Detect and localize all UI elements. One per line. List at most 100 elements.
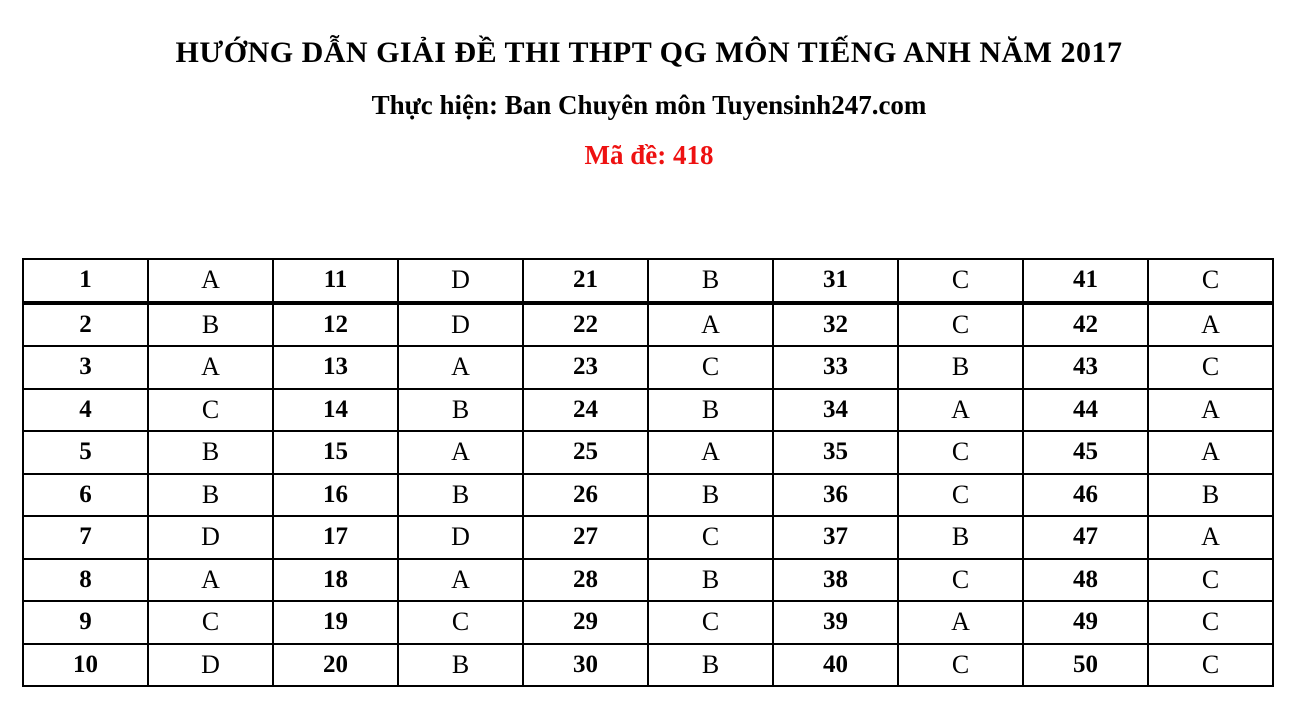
- answer-cell: A: [147, 258, 274, 305]
- answer-cell: A: [397, 430, 524, 475]
- answer-cell: B: [1147, 472, 1274, 517]
- answer-cell: B: [897, 515, 1024, 560]
- question-number-cell: 17: [272, 515, 399, 560]
- question-number-cell: 4: [22, 387, 149, 432]
- answer-cell: B: [647, 258, 774, 305]
- answer-cell: A: [1147, 387, 1274, 432]
- answer-cell: A: [397, 557, 524, 602]
- table-row: 7 D 17 D 27 C 37 B 47 A: [22, 515, 1274, 560]
- answer-cell: C: [897, 258, 1024, 305]
- answer-cell: C: [1147, 642, 1274, 687]
- question-number-cell: 22: [522, 301, 649, 347]
- question-number-cell: 26: [522, 472, 649, 517]
- answer-cell: B: [397, 472, 524, 517]
- answer-cell: C: [397, 600, 524, 645]
- question-number-cell: 49: [1022, 600, 1149, 645]
- answer-cell: B: [647, 557, 774, 602]
- question-number-cell: 48: [1022, 557, 1149, 602]
- question-number-cell: 3: [22, 345, 149, 390]
- page-title: HƯỚNG DẪN GIẢI ĐỀ THI THPT QG MÔN TIẾNG …: [175, 36, 1123, 69]
- question-number-cell: 40: [772, 642, 899, 687]
- answer-cell: A: [1147, 301, 1274, 347]
- answer-cell: D: [397, 301, 524, 347]
- question-number-cell: 35: [772, 430, 899, 475]
- answer-cell: C: [1147, 557, 1274, 602]
- question-number-cell: 20: [272, 642, 399, 687]
- table-row: 2 B 12 D 22 A 32 C 42 A: [22, 301, 1274, 347]
- question-number-cell: 24: [522, 387, 649, 432]
- answer-cell: A: [647, 301, 774, 347]
- question-number-cell: 14: [272, 387, 399, 432]
- answer-cell: C: [647, 515, 774, 560]
- question-number-cell: 28: [522, 557, 649, 602]
- answer-cell: B: [897, 345, 1024, 390]
- answer-cell: A: [147, 557, 274, 602]
- question-number-cell: 30: [522, 642, 649, 687]
- answer-cell: C: [897, 557, 1024, 602]
- question-number-cell: 23: [522, 345, 649, 390]
- answer-cell: C: [897, 642, 1024, 687]
- question-number-cell: 43: [1022, 345, 1149, 390]
- question-number-cell: 21: [522, 258, 649, 305]
- answer-cell: C: [897, 430, 1024, 475]
- question-number-cell: 2: [22, 301, 149, 347]
- table-row: 8 A 18 A 28 B 38 C 48 C: [22, 557, 1274, 602]
- question-number-cell: 18: [272, 557, 399, 602]
- question-number-cell: 5: [22, 430, 149, 475]
- question-number-cell: 37: [772, 515, 899, 560]
- answer-cell: D: [147, 642, 274, 687]
- answer-cell: A: [1147, 430, 1274, 475]
- question-number-cell: 36: [772, 472, 899, 517]
- answer-cell: B: [147, 472, 274, 517]
- answer-cell: C: [147, 387, 274, 432]
- question-number-cell: 8: [22, 557, 149, 602]
- question-number-cell: 15: [272, 430, 399, 475]
- question-number-cell: 7: [22, 515, 149, 560]
- answer-cell: C: [1147, 258, 1274, 305]
- answer-cell: B: [647, 472, 774, 517]
- answer-cell: C: [897, 301, 1024, 347]
- question-number-cell: 32: [772, 301, 899, 347]
- question-number-cell: 31: [772, 258, 899, 305]
- answer-table: 1 A 11 D 21 B 31 C 41 C 2 B 12 D 22 A 32 C 42 A 3 A 13 A 23 C 33 B 4…: [22, 258, 1274, 687]
- table-row: 5 B 15 A 25 A 35 C 45 A: [22, 430, 1274, 475]
- answer-cell: A: [647, 430, 774, 475]
- answer-cell: C: [147, 600, 274, 645]
- question-number-cell: 33: [772, 345, 899, 390]
- answer-cell: D: [397, 515, 524, 560]
- question-number-cell: 10: [22, 642, 149, 687]
- answer-cell: C: [647, 600, 774, 645]
- table-row: 9 C 19 C 29 C 39 A 49 C: [22, 600, 1274, 645]
- question-number-cell: 42: [1022, 301, 1149, 347]
- question-number-cell: 9: [22, 600, 149, 645]
- table-row: 3 A 13 A 23 C 33 B 43 C: [22, 345, 1274, 390]
- answer-cell: D: [147, 515, 274, 560]
- answer-cell: B: [147, 301, 274, 347]
- question-number-cell: 1: [22, 258, 149, 305]
- question-number-cell: 25: [522, 430, 649, 475]
- answer-cell: A: [147, 345, 274, 390]
- answer-cell: A: [1147, 515, 1274, 560]
- answer-cell: B: [647, 387, 774, 432]
- answer-cell: B: [647, 642, 774, 687]
- question-number-cell: 39: [772, 600, 899, 645]
- exam-code-label: Mã đề: 418: [584, 139, 714, 170]
- question-number-cell: 38: [772, 557, 899, 602]
- question-number-cell: 6: [22, 472, 149, 517]
- page-subtitle: Thực hiện: Ban Chuyên môn Tuyensinh247.c…: [371, 90, 927, 120]
- question-number-cell: 41: [1022, 258, 1149, 305]
- question-number-cell: 50: [1022, 642, 1149, 687]
- question-number-cell: 19: [272, 600, 399, 645]
- answer-cell: C: [647, 345, 774, 390]
- answer-cell: B: [397, 642, 524, 687]
- answer-cell: A: [897, 600, 1024, 645]
- question-number-cell: 29: [522, 600, 649, 645]
- answer-cell: C: [1147, 345, 1274, 390]
- table-row: 6 B 16 B 26 B 36 C 46 B: [22, 472, 1274, 517]
- answer-cell: B: [147, 430, 274, 475]
- answer-cell: A: [397, 345, 524, 390]
- question-number-cell: 13: [272, 345, 399, 390]
- answer-cell: B: [397, 387, 524, 432]
- answer-cell: A: [897, 387, 1024, 432]
